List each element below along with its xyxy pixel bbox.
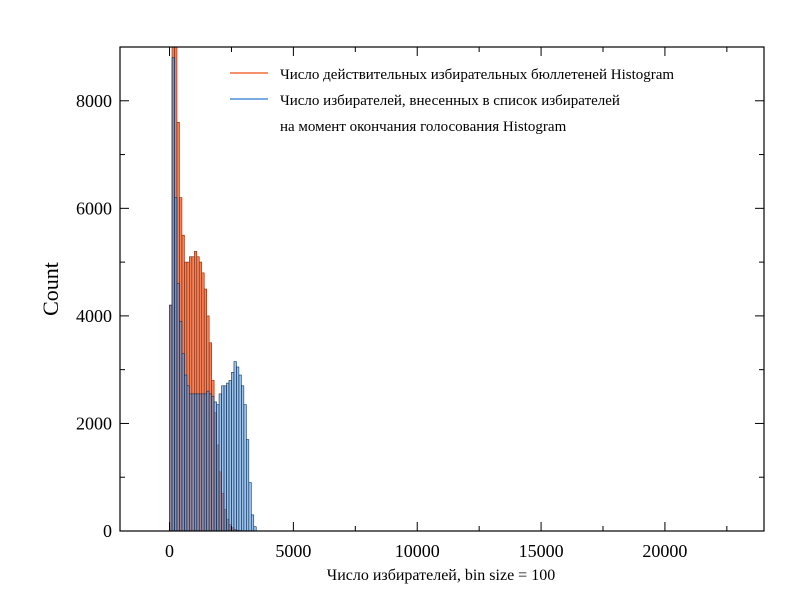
histogram-bar-series-1 (249, 483, 251, 531)
y-tick-label: 6000 (76, 198, 112, 218)
histogram-bar-series-1 (194, 394, 196, 531)
histogram-bar-series-1 (224, 386, 226, 531)
legend-label-valid-ballots: Число действительных избирательных бюлле… (280, 67, 674, 83)
histogram-bar-series-1 (236, 367, 238, 531)
y-tick-label: 4000 (76, 306, 112, 326)
histogram-bar-series-1 (231, 372, 233, 531)
y-tick-label: 2000 (76, 413, 112, 433)
histogram-bar-series-1 (254, 527, 256, 531)
histogram-bar-series-1 (241, 386, 243, 531)
histogram-bar-series-1 (187, 386, 189, 531)
histogram-bar-series-1 (207, 391, 209, 531)
histogram-bar-series-1 (222, 386, 224, 531)
histogram-bar-series-1 (227, 383, 229, 531)
histogram-bar-series-1 (239, 375, 241, 531)
histogram-bar-series-1 (219, 394, 221, 531)
histogram-bar-series-1 (179, 321, 181, 531)
histogram-bar-series-1 (172, 58, 174, 531)
histogram-bar-series-1 (174, 198, 176, 531)
histogram-bar-series-1 (212, 397, 214, 531)
x-tick-label: 10000 (395, 541, 440, 561)
y-axis-label: Count (38, 262, 63, 316)
histogram-bar-series-1 (202, 394, 204, 531)
x-tick-label: 15000 (519, 541, 564, 561)
histogram-bar-series-1 (204, 394, 206, 531)
histogram-bar-series-1 (209, 394, 211, 531)
x-tick-label: 20000 (642, 541, 687, 561)
histogram-bar-series-1 (246, 440, 248, 531)
histogram-bar-series-1 (182, 354, 184, 531)
histogram-bar-series-1 (189, 394, 191, 531)
histogram-bar-series-1 (170, 305, 172, 531)
histogram-bar-series-1 (217, 405, 219, 531)
legend-label-registered-voters: Число избирателей, внесенных в список из… (280, 93, 620, 135)
histogram-bar-series-1 (234, 362, 236, 531)
histogram-bar-series-1 (214, 402, 216, 531)
x-tick-label: 0 (165, 541, 174, 561)
x-tick-label: 5000 (275, 541, 311, 561)
histogram-bar-series-1 (177, 284, 179, 531)
histogram-bar-series-1 (197, 394, 199, 531)
histogram-bar-series-1 (229, 380, 231, 531)
x-axis-label: Число избирателей, bin size = 100 (327, 567, 555, 584)
y-tick-label: 0 (103, 521, 112, 541)
histogram-bar-series-1 (199, 394, 201, 531)
histogram-bar-series-1 (192, 394, 194, 531)
y-tick-label: 8000 (76, 91, 112, 111)
bars-layer (170, 47, 257, 531)
legend: Число действительных избирательных бюлле… (230, 67, 674, 135)
histogram-bar-series-1 (251, 515, 253, 531)
histogram-bar-series-1 (244, 405, 246, 531)
histogram-bar-series-1 (184, 375, 186, 531)
